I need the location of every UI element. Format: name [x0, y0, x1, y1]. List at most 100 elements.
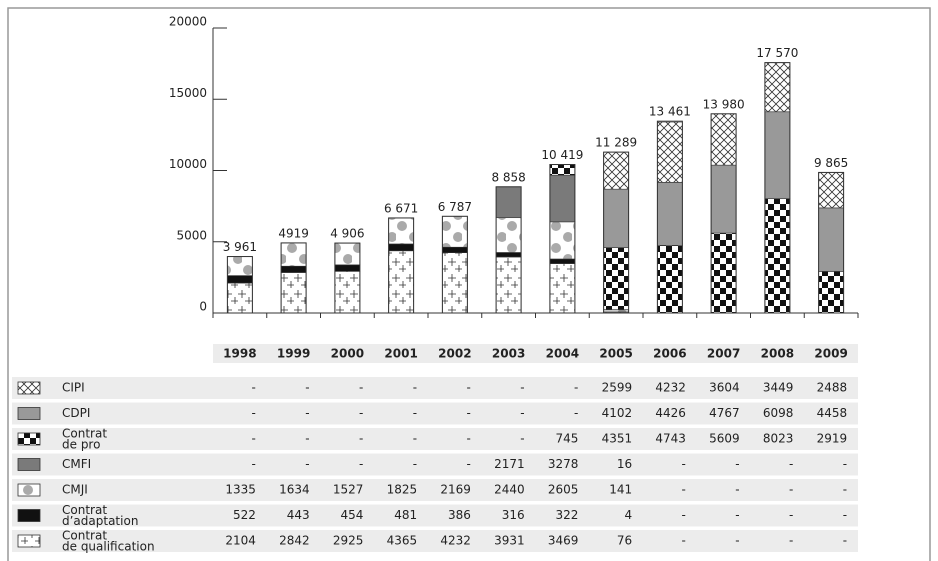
- table-cell: -: [520, 381, 524, 395]
- table-cell: -: [467, 406, 471, 420]
- frame: [7, 7, 931, 561]
- bar-segment: [657, 245, 683, 314]
- table-cell: 2842: [279, 534, 310, 548]
- table-row: [12, 428, 858, 450]
- bar-outline: [656, 120, 683, 314]
- table-cell: -: [305, 457, 309, 471]
- table-cell: 2925: [333, 534, 364, 548]
- table-cell: -: [413, 457, 417, 471]
- table-cell: -: [359, 432, 363, 446]
- year-label: 2005: [599, 347, 632, 361]
- table-cell: -: [413, 406, 417, 420]
- table-cell: -: [413, 381, 417, 395]
- bar-segment: [227, 256, 253, 276]
- table-cell: 2599: [602, 381, 633, 395]
- total-label: 17 570: [756, 46, 798, 60]
- bar-segment: [442, 215, 468, 248]
- year-label: 1998: [223, 347, 256, 361]
- bar-segment: [549, 174, 576, 223]
- table-cell: 2169: [440, 483, 471, 497]
- y-tick-label: 15000: [169, 86, 207, 100]
- series-name: CMFI: [62, 457, 91, 471]
- table-cell: -: [252, 406, 256, 420]
- bar-outline: [549, 164, 576, 314]
- table-cell: -: [735, 508, 739, 522]
- bar-segment: [549, 164, 576, 176]
- table-cell: 16: [617, 457, 632, 471]
- bar-segment: [280, 242, 307, 267]
- bar-segment: [388, 217, 414, 245]
- y-tick-label: 20000: [169, 15, 207, 29]
- table-cell: 5609: [709, 432, 740, 446]
- table-cell: -: [467, 381, 471, 395]
- table-cell: -: [789, 508, 793, 522]
- bar-segment: [334, 271, 361, 314]
- year-label: 2002: [438, 347, 471, 361]
- bar-outline: [495, 186, 522, 314]
- table-cell: 443: [287, 508, 310, 522]
- table-cell: 3449: [763, 381, 794, 395]
- table-cell: 4102: [602, 406, 633, 420]
- bar-segment: [549, 263, 576, 314]
- bar-segment: [603, 309, 629, 313]
- year-label: 2008: [761, 347, 794, 361]
- table-cell: -: [789, 483, 793, 497]
- table-cell: -: [682, 508, 686, 522]
- table-cell: 481: [394, 508, 417, 522]
- table-cell: 1527: [333, 483, 364, 497]
- table-cell: 2919: [817, 432, 848, 446]
- table-cell: -: [305, 381, 309, 395]
- bar-outline: [334, 242, 361, 314]
- table-cell: -: [574, 381, 578, 395]
- bar-outline: [388, 217, 415, 314]
- series-name: Contrat de qualification: [62, 528, 155, 553]
- table-cell: 2605: [548, 483, 579, 497]
- bar-segment: [334, 264, 361, 272]
- table-cell: 4426: [655, 406, 686, 420]
- legend-swatch: [17, 381, 41, 395]
- table-cell: -: [359, 406, 363, 420]
- table-cell: 3604: [709, 381, 740, 395]
- table-cell: -: [682, 534, 686, 548]
- bar-outline: [710, 113, 737, 314]
- table-cell: 316: [502, 508, 525, 522]
- series-name: CIPI: [62, 381, 85, 395]
- total-label: 13 461: [649, 105, 691, 119]
- bar-segment: [818, 271, 844, 314]
- bar-segment: [442, 246, 468, 253]
- bar-segment: [818, 172, 844, 209]
- table-cell: 454: [340, 508, 363, 522]
- table-cell: -: [789, 457, 793, 471]
- table-cell: -: [252, 457, 256, 471]
- table-cell: 6098: [763, 406, 794, 420]
- bar-segment: [549, 258, 576, 264]
- table-cell: -: [735, 483, 739, 497]
- table-cell: 745: [555, 432, 578, 446]
- table-cell: 1634: [279, 483, 310, 497]
- table-row: [12, 402, 858, 425]
- table-row: [12, 377, 858, 399]
- total-label: 6 671: [384, 201, 418, 215]
- table-cell: -: [735, 534, 739, 548]
- table-row: [12, 453, 858, 476]
- y-tick-label: 10000: [169, 157, 207, 171]
- table-cell: -: [467, 457, 471, 471]
- year-band: [213, 344, 858, 363]
- year-label: 1999: [277, 347, 310, 361]
- legend-swatch: [17, 534, 41, 548]
- total-label: 11 289: [595, 136, 637, 150]
- table-cell: 2104: [225, 534, 256, 548]
- year-label: 2006: [653, 347, 686, 361]
- legend-swatch: [17, 432, 41, 446]
- table-cell: 1825: [387, 483, 418, 497]
- year-label: 2001: [384, 347, 417, 361]
- table-cell: 4232: [440, 534, 471, 548]
- legend-swatch: [17, 483, 41, 497]
- series-name: CMJI: [62, 483, 88, 497]
- bar-segment: [603, 188, 629, 248]
- bar-outline: [764, 62, 791, 314]
- bar-segment: [710, 113, 737, 166]
- bar-segment: [495, 252, 522, 258]
- legend-swatch: [17, 458, 41, 471]
- table-cell: -: [789, 534, 793, 548]
